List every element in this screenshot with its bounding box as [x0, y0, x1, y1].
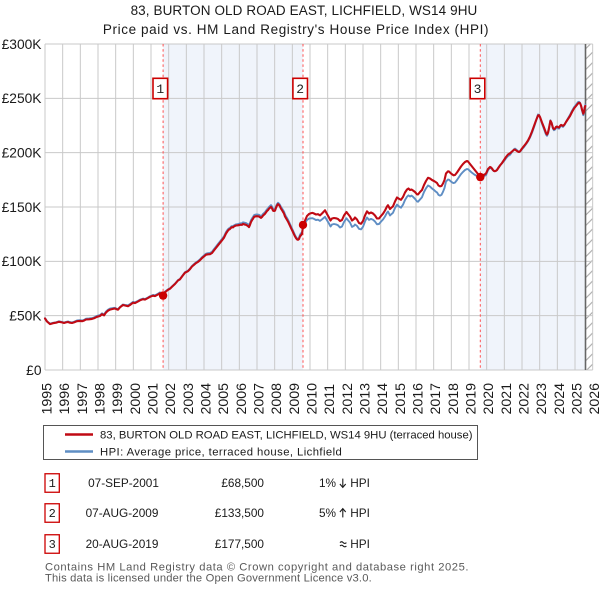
svg-text:2: 2: [296, 82, 304, 97]
svg-text:HPI: HPI: [350, 476, 370, 490]
svg-text:1995: 1995: [40, 383, 56, 415]
svg-text:2003: 2003: [181, 383, 197, 415]
svg-text:Contains HM Land Registry data: Contains HM Land Registry data © Crown c…: [45, 562, 469, 574]
svg-text:2009: 2009: [287, 383, 303, 415]
svg-text:Price paid vs. HM Land Registr: Price paid vs. HM Land Registry's House …: [103, 22, 489, 37]
svg-text:£177,500: £177,500: [215, 537, 265, 551]
svg-text:2025: 2025: [570, 383, 586, 415]
svg-text:2010: 2010: [305, 383, 321, 415]
svg-text:3: 3: [474, 82, 482, 97]
svg-text:07-SEP-2001: 07-SEP-2001: [88, 476, 159, 490]
svg-text:1%: 1%: [319, 476, 337, 490]
svg-text:£250K: £250K: [2, 91, 43, 106]
svg-text:83, BURTON OLD ROAD EAST, LICH: 83, BURTON OLD ROAD EAST, LICHFIELD, WS1…: [131, 3, 478, 18]
svg-text:1998: 1998: [93, 383, 109, 415]
svg-text:HPI: HPI: [350, 537, 370, 551]
svg-text:1997: 1997: [75, 383, 91, 415]
svg-text:£133,500: £133,500: [215, 506, 265, 520]
svg-text:2014: 2014: [375, 383, 391, 415]
svg-text:HPI: Average price, terraced h: HPI: Average price, terraced house, Lich…: [100, 447, 342, 459]
svg-text:2022: 2022: [517, 383, 533, 415]
svg-text:£200K: £200K: [2, 146, 43, 161]
svg-text:2006: 2006: [234, 383, 250, 415]
svg-text:This data is licensed under th: This data is licensed under the Open Gov…: [45, 573, 372, 585]
svg-text:3: 3: [49, 538, 56, 552]
svg-text:£0: £0: [26, 363, 42, 378]
svg-text:2021: 2021: [499, 383, 515, 415]
svg-text:2000: 2000: [128, 383, 144, 415]
svg-text:2018: 2018: [446, 383, 462, 415]
svg-text:2005: 2005: [216, 383, 232, 415]
svg-text:1999: 1999: [110, 383, 126, 415]
svg-text:20-AUG-2019: 20-AUG-2019: [86, 537, 159, 551]
svg-text:£68,500: £68,500: [221, 476, 264, 490]
svg-text:2002: 2002: [163, 383, 179, 415]
svg-text:£50K: £50K: [9, 309, 42, 324]
svg-text:£300K: £300K: [2, 37, 43, 52]
svg-text:2008: 2008: [269, 383, 285, 415]
svg-text:1996: 1996: [57, 383, 73, 415]
svg-text:2019: 2019: [464, 383, 480, 415]
svg-text:1: 1: [49, 477, 56, 491]
svg-text:2016: 2016: [411, 383, 427, 415]
svg-text:2004: 2004: [199, 383, 215, 415]
svg-text:2013: 2013: [358, 383, 374, 415]
svg-text:83, BURTON OLD ROAD EAST, LICH: 83, BURTON OLD ROAD EAST, LICHFIELD, WS1…: [100, 430, 473, 442]
svg-text:2: 2: [49, 507, 56, 521]
svg-text:2023: 2023: [534, 383, 550, 415]
svg-text:5%: 5%: [319, 506, 337, 520]
svg-text:2017: 2017: [428, 383, 444, 415]
svg-text:HPI: HPI: [350, 506, 370, 520]
svg-text:2012: 2012: [340, 383, 356, 415]
svg-text:£150K: £150K: [2, 200, 43, 215]
svg-text:2026: 2026: [587, 383, 600, 415]
svg-text:2011: 2011: [322, 384, 338, 415]
svg-text:1: 1: [156, 82, 164, 97]
svg-text:07-AUG-2009: 07-AUG-2009: [86, 506, 159, 520]
svg-text:2015: 2015: [393, 383, 409, 415]
svg-text:2020: 2020: [481, 383, 497, 415]
svg-text:2007: 2007: [252, 383, 268, 415]
svg-text:£100K: £100K: [2, 254, 43, 269]
svg-text:2024: 2024: [552, 383, 568, 415]
svg-text:2001: 2001: [146, 383, 162, 415]
